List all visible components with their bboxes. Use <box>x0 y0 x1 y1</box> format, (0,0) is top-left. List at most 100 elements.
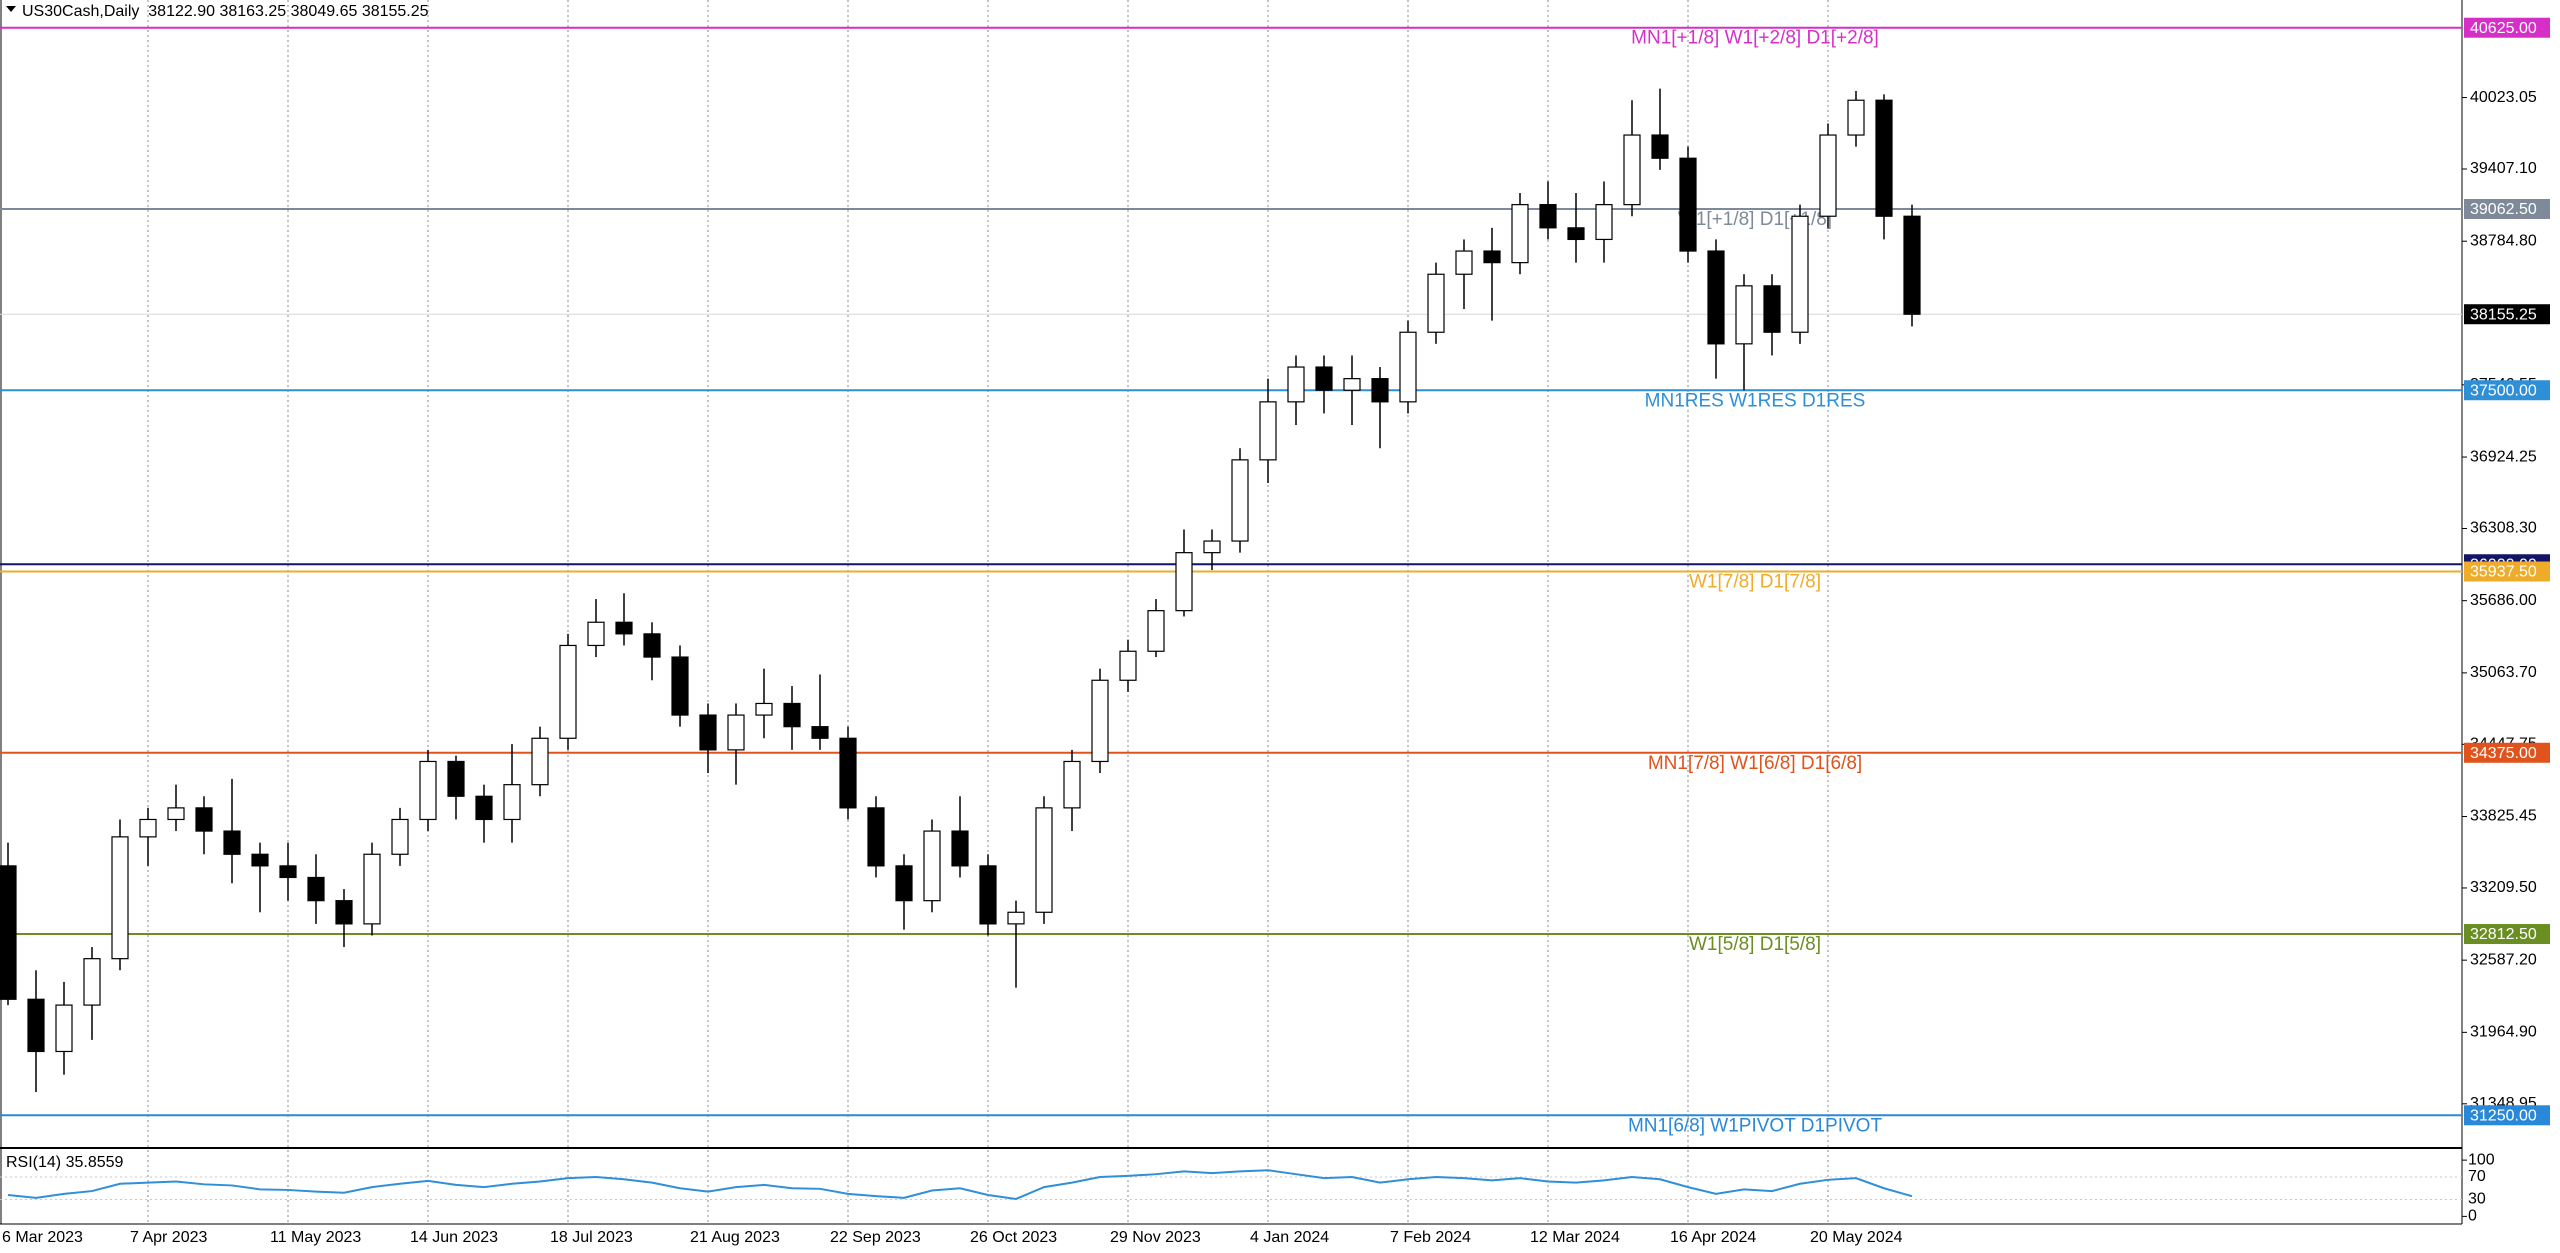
x-tick-label: 11 May 2023 <box>270 1229 361 1246</box>
candle-body <box>615 621 633 635</box>
level-price-label: 35937.50 <box>2470 564 2537 581</box>
candle-body <box>783 702 801 728</box>
y-tick-label: 40023.05 <box>2470 89 2537 106</box>
x-tick-label: 20 May 2024 <box>1810 1229 1903 1246</box>
last-price-box <box>2464 304 2550 325</box>
x-tick-label: 29 Nov 2023 <box>1110 1229 1201 1246</box>
candle-body <box>195 807 213 832</box>
y-tick-label: 32587.20 <box>2470 951 2537 968</box>
candle-body <box>419 760 437 821</box>
candle-body <box>979 865 997 925</box>
x-tick-label: 7 Apr 2023 <box>130 1229 208 1246</box>
candle-body <box>1119 650 1137 681</box>
level-price-box <box>2464 924 2550 945</box>
candle-body <box>503 784 521 821</box>
candle-body <box>1539 204 1557 229</box>
level-label: W1[7/8] D1[7/8] <box>1689 572 1821 593</box>
candle-body <box>167 807 185 821</box>
rsi-title: RSI(14) 35.8559 <box>6 1154 124 1171</box>
y-tick-label: 33209.50 <box>2470 879 2537 896</box>
level-price-label: 37500.00 <box>2470 382 2537 399</box>
chart-header: US30Cash,Daily 38122.90 38163.25 38049.6… <box>22 3 429 20</box>
rsi-tick-label: 0 <box>2468 1208 2477 1225</box>
y-tick-label: 35063.70 <box>2470 664 2537 681</box>
level-label: MN1RES W1RES D1RES <box>1645 390 1866 411</box>
candle-body <box>1567 227 1585 241</box>
level-price-label: 39062.50 <box>2470 201 2537 218</box>
candle-body <box>699 714 717 751</box>
candle-body <box>1231 459 1249 542</box>
rsi-tick-label: 30 <box>2468 1191 2486 1208</box>
candle-body <box>1343 378 1361 391</box>
y-tick-label: 38784.80 <box>2470 232 2537 249</box>
x-tick-label: 4 Jan 2024 <box>1250 1229 1329 1246</box>
x-tick-label: 21 Aug 2023 <box>690 1229 780 1246</box>
candle-body <box>1455 250 1473 275</box>
candle-body <box>587 621 605 647</box>
candle-body <box>335 900 353 925</box>
candle-body <box>559 644 577 739</box>
candle-body <box>475 795 493 821</box>
x-tick-label: 14 Jun 2023 <box>410 1229 498 1246</box>
candle-body <box>1175 552 1193 612</box>
x-tick-label: 22 Sep 2023 <box>830 1229 921 1246</box>
level-price-box <box>2464 17 2550 38</box>
rsi-line <box>7 1169 1913 1200</box>
candle-body <box>895 865 913 902</box>
candle-body <box>839 737 857 809</box>
candle-body <box>1287 366 1305 403</box>
candle-body <box>363 853 381 925</box>
candle-body <box>671 656 689 716</box>
x-tick-label: 7 Feb 2024 <box>1390 1229 1471 1246</box>
candle-body <box>83 958 101 1006</box>
candle-body <box>279 865 297 879</box>
candle-body <box>1259 401 1277 461</box>
candle-body <box>811 726 829 739</box>
level-price-box <box>2464 742 2550 763</box>
candle-body <box>727 714 745 751</box>
last-price-label: 38155.25 <box>2470 306 2537 323</box>
candle-body <box>1315 366 1333 391</box>
level-price-label: 40625.00 <box>2470 20 2537 37</box>
y-tick-label: 33825.45 <box>2470 808 2537 825</box>
level-price-label: 31250.00 <box>2470 1108 2537 1125</box>
rsi-tick-label: 100 <box>2468 1151 2495 1168</box>
candle-body <box>1735 285 1753 345</box>
level-price-box <box>2464 1105 2550 1126</box>
level-price-label: 32812.50 <box>2470 926 2537 943</box>
candle-body <box>1623 134 1641 206</box>
candle-body <box>307 876 325 902</box>
candle-body <box>1875 99 1893 217</box>
y-tick-label: 31964.90 <box>2470 1024 2537 1041</box>
candle-body <box>1091 679 1109 763</box>
candle-body <box>1679 157 1697 252</box>
candle-body <box>1035 807 1053 913</box>
candle-body <box>139 818 157 838</box>
level-price-box <box>2464 198 2550 219</box>
candle-body <box>251 853 269 867</box>
candle-body <box>1763 285 1781 333</box>
level-price-box <box>2464 561 2550 582</box>
rsi-tick-label: 70 <box>2468 1168 2486 1185</box>
candle-body <box>111 836 129 960</box>
level-label: MN1[6/8] W1PIVOT D1PIVOT <box>1628 1115 1883 1136</box>
x-tick-label: 6 Mar 2023 <box>2 1229 83 1246</box>
y-tick-label: 36924.25 <box>2470 448 2537 465</box>
candle-body <box>1791 215 1809 333</box>
candle-body <box>1847 99 1865 136</box>
candle-body <box>55 1004 73 1053</box>
candle-body <box>923 830 941 902</box>
level-label: MN1[+1/8] W1[+2/8] D1[+2/8] <box>1631 28 1879 49</box>
candle-body <box>1707 250 1725 345</box>
candle-body <box>1511 204 1529 264</box>
y-tick-label: 35686.00 <box>2470 592 2537 609</box>
x-tick-label: 26 Oct 2023 <box>970 1229 1057 1246</box>
candle-body <box>0 865 17 1000</box>
candle-body <box>755 702 773 716</box>
y-tick-label: 36308.30 <box>2470 520 2537 537</box>
candle-body <box>1595 204 1613 241</box>
menu-triangle <box>6 6 16 12</box>
candle-body <box>223 830 241 855</box>
